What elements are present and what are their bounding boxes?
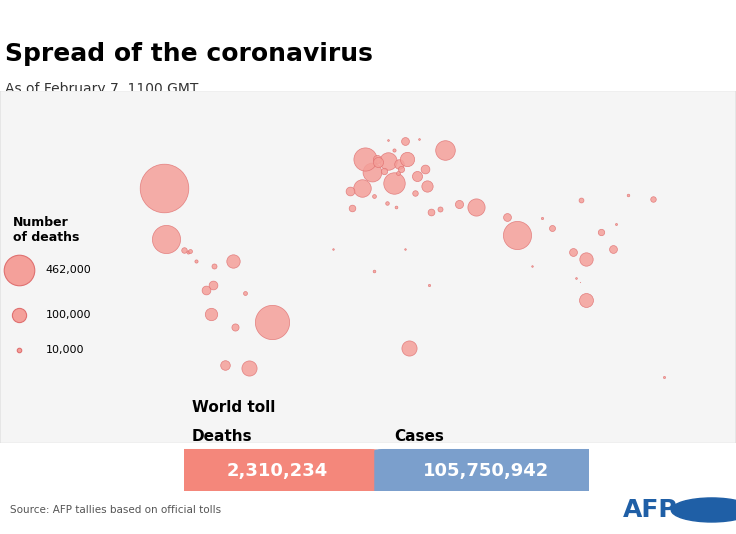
Text: 10,000: 10,000 (46, 345, 84, 355)
Text: Spread of the coronavirus: Spread of the coronavirus (5, 42, 373, 66)
Text: Source: AFP tallies based on official tolls: Source: AFP tallies based on official to… (10, 505, 222, 515)
Text: 2,310,234: 2,310,234 (227, 462, 328, 480)
FancyBboxPatch shape (0, 91, 736, 443)
Text: AFP: AFP (623, 498, 677, 522)
Circle shape (671, 498, 736, 522)
Text: Cases: Cases (394, 429, 445, 444)
Text: 105,750,942: 105,750,942 (422, 462, 549, 480)
FancyBboxPatch shape (176, 449, 378, 493)
Text: As of February 7, 1100 GMT: As of February 7, 1100 GMT (5, 82, 199, 96)
Text: 462,000: 462,000 (46, 265, 91, 274)
Text: World toll: World toll (192, 400, 275, 415)
Text: Deaths: Deaths (192, 429, 252, 444)
FancyBboxPatch shape (375, 449, 597, 493)
Text: 100,000: 100,000 (46, 310, 91, 320)
Text: Number
of deaths: Number of deaths (13, 216, 79, 244)
